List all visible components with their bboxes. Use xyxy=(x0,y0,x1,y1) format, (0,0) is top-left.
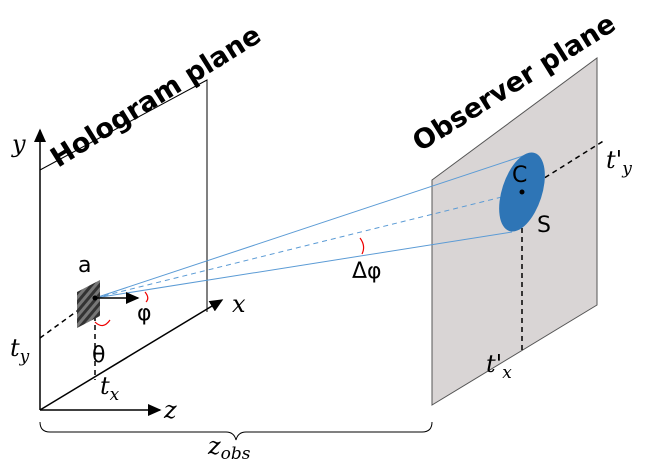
y-label: y xyxy=(11,130,26,158)
dphi-arc xyxy=(359,237,365,255)
theta-label: θ xyxy=(92,343,105,368)
x-label: x xyxy=(232,290,246,318)
ray xyxy=(94,231,513,299)
brace xyxy=(39,421,433,441)
tpy-line xyxy=(521,139,606,193)
spot-center xyxy=(519,189,525,195)
a-label: a xyxy=(78,253,91,278)
theta-arc xyxy=(94,319,111,327)
ray-center xyxy=(94,191,523,299)
c-label: C xyxy=(512,163,527,188)
tpx-label: t'x xyxy=(486,350,512,383)
s-label: S xyxy=(537,213,551,238)
x-axis xyxy=(39,299,224,411)
zobs-label: zobs xyxy=(207,432,251,464)
hologram-title: Hologram plane xyxy=(45,20,266,174)
z-label: z xyxy=(163,396,177,424)
phi-label: φ xyxy=(137,301,152,326)
tpy-label: t'y xyxy=(606,146,632,179)
hologram-patch xyxy=(77,280,100,328)
ty-label: ty xyxy=(10,334,30,367)
ray xyxy=(94,152,533,299)
dphi-label: Δφ xyxy=(352,259,382,284)
phi-arc xyxy=(144,291,149,303)
observer-plane xyxy=(431,57,598,406)
tx-label: tx xyxy=(100,372,120,405)
